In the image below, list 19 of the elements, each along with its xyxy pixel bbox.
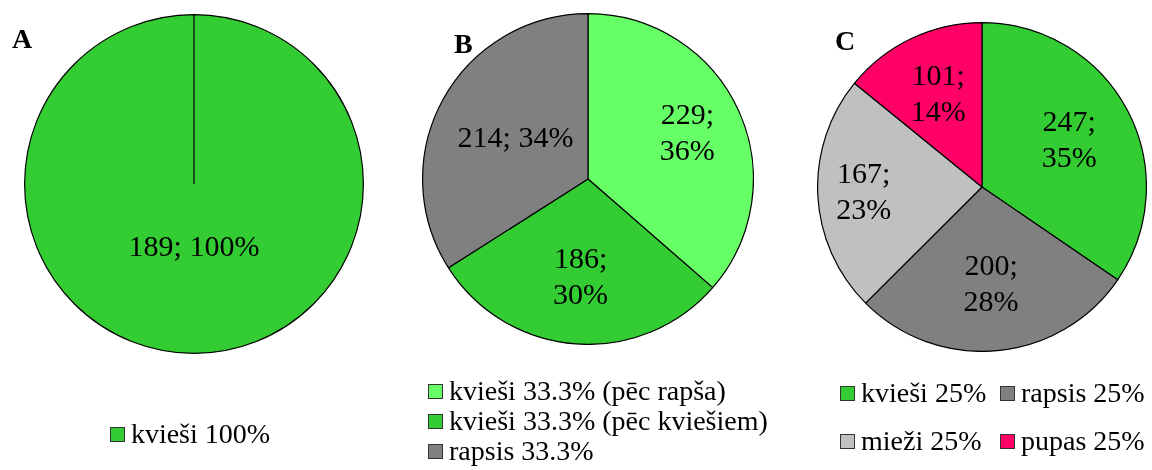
legend-label: kvieši 25% [861,377,987,409]
legend-label: mieži 25% [861,425,982,457]
data-label: 189; 100% [128,229,260,263]
data-label: 229; 36% [659,96,715,166]
legend-label: rapsis 33.3% [449,435,594,466]
legend-label: rapsis 25% [1021,377,1145,409]
chart-title: A [12,23,33,54]
data-label: 101; 14% [910,57,966,127]
legend-label: pupas 25% [1021,425,1145,457]
data-label: 167; 23% [836,155,892,225]
data-label: 214; 34% [457,120,574,154]
chart-title: C [835,25,856,56]
data-label: 247; 35% [1041,103,1097,173]
data-label: 186; 30% [553,240,609,310]
legend-label: kvieši 33.3% (pēc rapša) [449,375,726,406]
text: B [454,28,473,59]
data-label: 200; 28% [963,248,1019,318]
legend-label: kvieši 100% [130,418,271,450]
legend-label: kvieši 33.3% (pēc kviešiem) [449,405,768,436]
